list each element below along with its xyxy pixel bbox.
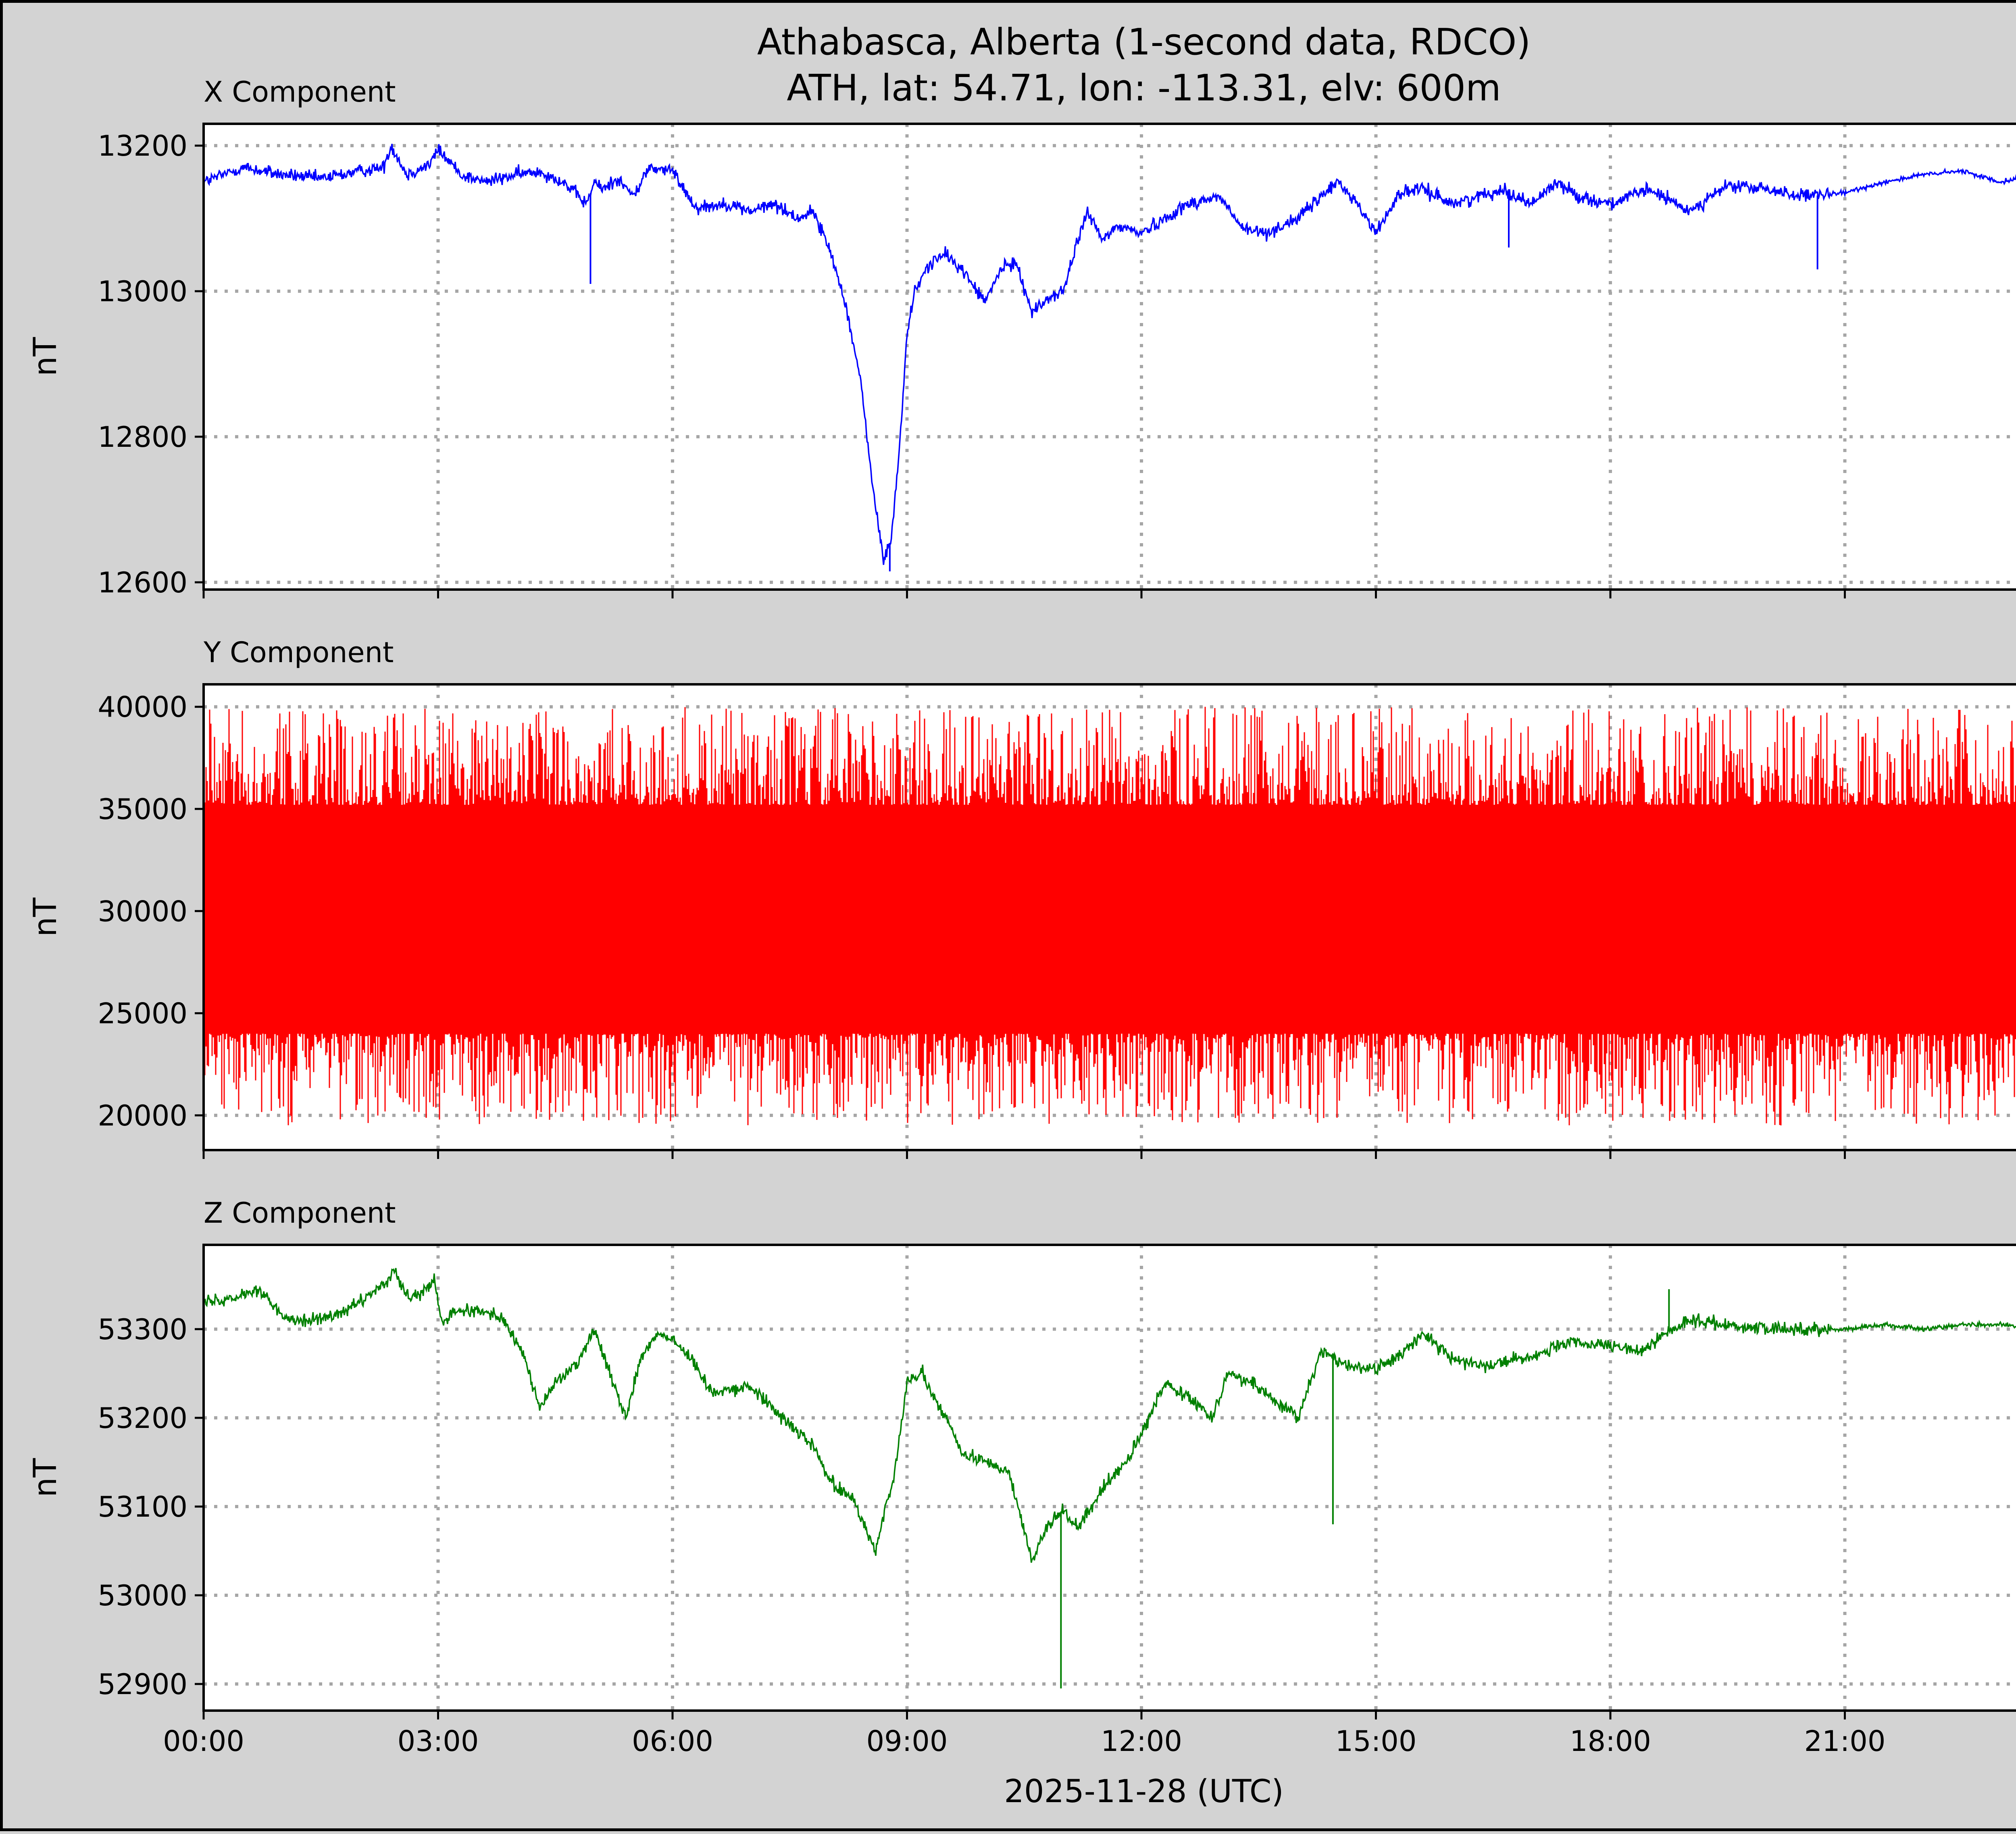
trace-group (204, 1268, 2016, 1688)
y-tick-label: 12800 (98, 421, 187, 454)
chart-subtitle: ATH, lat: 54.71, lon: -113.31, elv: 600m (787, 67, 1501, 109)
chart-title: Athabasca, Alberta (1-second data, RDCO) (757, 21, 1531, 63)
y-tick-label: 13200 (98, 129, 187, 163)
plot-area (204, 124, 2016, 590)
plot-area (204, 1245, 2016, 1711)
x-tick-label: 18:00 (1570, 1725, 1651, 1758)
x-tick-label: 15:00 (1335, 1725, 1417, 1758)
y-tick-label: 53000 (98, 1579, 187, 1612)
y-tick-label: 20000 (98, 1099, 187, 1132)
x-tick-label: 03:00 (398, 1725, 479, 1758)
chart: Athabasca, Alberta (1-second data, RDCO)… (27, 21, 2016, 1810)
panel-title: Y Component (203, 636, 394, 669)
x-tick-label: 09:00 (866, 1725, 948, 1758)
y-axis-label: nT (27, 898, 64, 937)
trace-group (204, 144, 2016, 571)
y-tick-label: 13000 (98, 275, 187, 308)
y-tick-label: 25000 (98, 997, 187, 1030)
noise-spikes (204, 707, 2016, 1125)
y-tick-label: 12600 (98, 566, 187, 599)
y-axis-label: nT (27, 337, 64, 376)
panel-y: 20000 25000 30000 35000 40000 Y Component nT (27, 636, 2016, 1159)
trace-group (204, 707, 2016, 1125)
y-tick-label: 53300 (98, 1313, 187, 1346)
y-tick-label: 35000 (98, 793, 187, 826)
x-tick-label: 21:00 (1804, 1725, 1886, 1758)
series-line (204, 1268, 2016, 1563)
y-tick-label: 53100 (98, 1490, 187, 1523)
x-tick-label: 06:00 (632, 1725, 713, 1758)
y-tick-label: 53200 (98, 1402, 187, 1435)
y-tick-label: 40000 (98, 691, 187, 724)
y-tick-label: 52900 (98, 1668, 187, 1701)
y-tick-label: 30000 (98, 895, 187, 928)
panel-x: 12600 12800 13000 13200 X Component nT (27, 75, 2016, 599)
y-axis-label: nT (27, 1458, 64, 1497)
series-line (204, 144, 2016, 565)
panels: 12600 12800 13000 13200 X Component nT 20000 25… (27, 75, 2016, 1758)
panel-z: 52900 53000 53100 53200 53300 Z Component nT (27, 1196, 2016, 1719)
panel-title: X Component (204, 75, 396, 108)
panel-title: Z Component (204, 1196, 396, 1230)
x-tick-label: 12:00 (1101, 1725, 1182, 1758)
x-axis-label: 2025-11-28 (UTC) (1004, 1774, 1284, 1810)
x-tick-label: 00:00 (163, 1725, 244, 1758)
